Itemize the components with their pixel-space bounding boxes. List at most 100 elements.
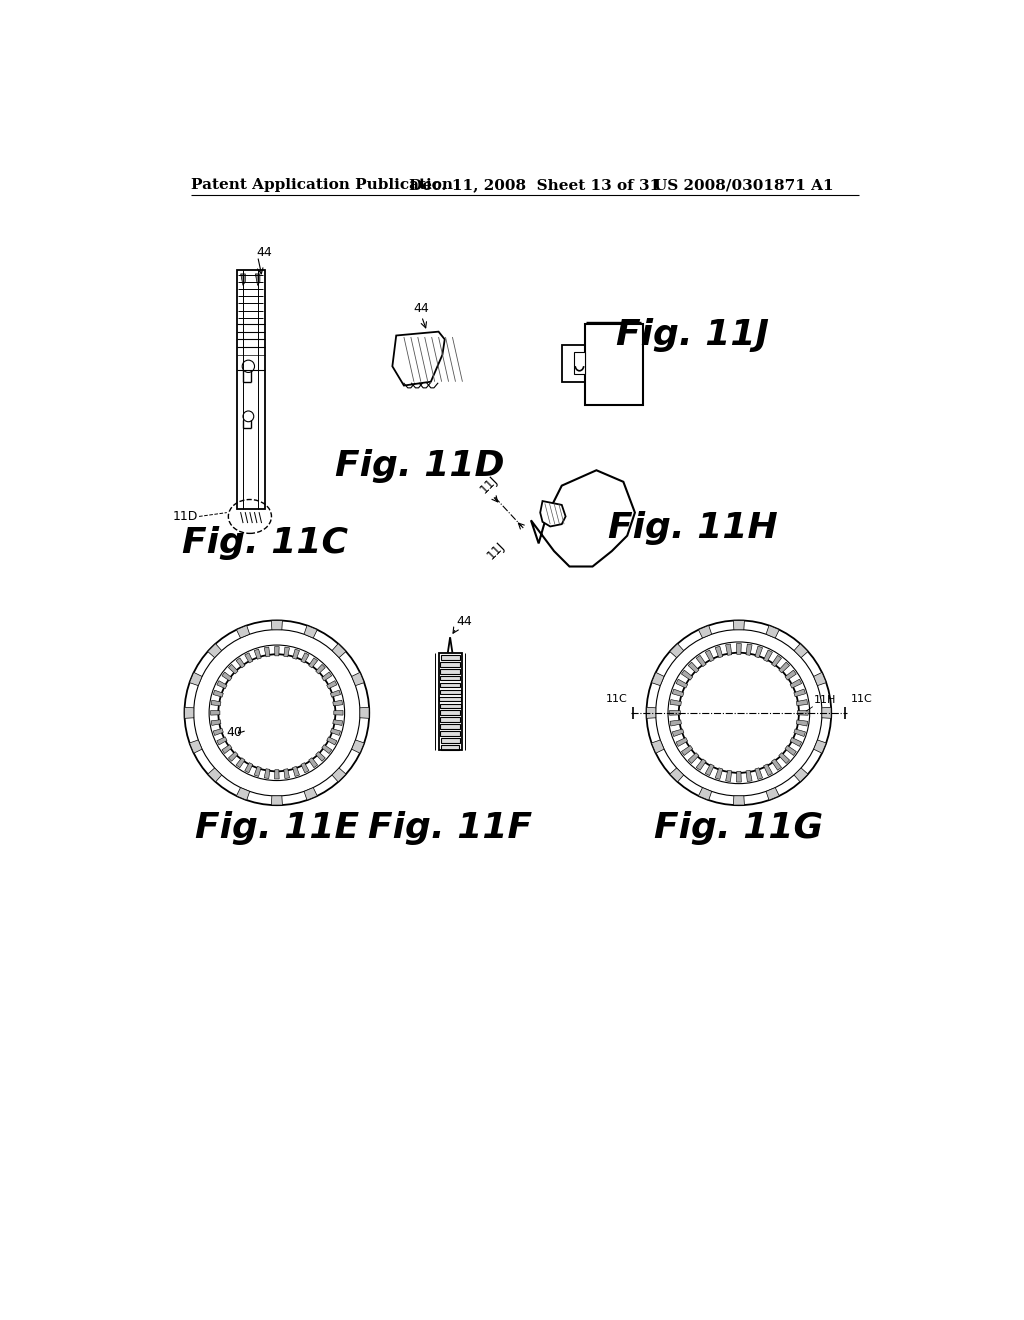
Polygon shape: [308, 758, 317, 768]
Polygon shape: [746, 644, 752, 655]
Bar: [574, 352, 585, 374]
Text: 44: 44: [457, 615, 472, 628]
Polygon shape: [237, 758, 245, 768]
Polygon shape: [797, 719, 808, 726]
Polygon shape: [351, 672, 365, 685]
Polygon shape: [351, 741, 365, 754]
Text: Fig. 11E: Fig. 11E: [195, 812, 359, 845]
Polygon shape: [255, 275, 260, 285]
Polygon shape: [333, 719, 343, 726]
Polygon shape: [706, 764, 714, 776]
Polygon shape: [213, 690, 223, 697]
Polygon shape: [766, 788, 779, 800]
Polygon shape: [211, 700, 221, 706]
Polygon shape: [332, 768, 346, 781]
Polygon shape: [651, 672, 665, 685]
Bar: [439, 697, 461, 701]
Polygon shape: [733, 620, 744, 630]
Polygon shape: [698, 626, 712, 638]
Polygon shape: [726, 644, 732, 655]
Polygon shape: [304, 626, 317, 638]
Polygon shape: [771, 759, 781, 771]
Polygon shape: [779, 752, 790, 763]
Bar: [439, 682, 461, 688]
Polygon shape: [698, 788, 712, 800]
Bar: [440, 731, 460, 737]
Polygon shape: [304, 788, 317, 800]
Polygon shape: [189, 741, 202, 754]
Bar: [562, 345, 585, 381]
Polygon shape: [208, 768, 221, 781]
Text: 11C: 11C: [605, 693, 628, 704]
Text: Patent Application Publication: Patent Application Publication: [190, 178, 453, 193]
Polygon shape: [715, 647, 723, 657]
Polygon shape: [733, 796, 744, 805]
Polygon shape: [726, 771, 732, 781]
Polygon shape: [696, 655, 707, 667]
Polygon shape: [334, 710, 343, 715]
Polygon shape: [676, 680, 688, 688]
Polygon shape: [264, 768, 270, 779]
Bar: [440, 669, 460, 673]
Polygon shape: [706, 649, 714, 661]
Polygon shape: [237, 626, 250, 638]
Polygon shape: [798, 710, 808, 715]
Polygon shape: [308, 657, 317, 668]
Polygon shape: [794, 768, 808, 781]
Polygon shape: [541, 502, 565, 527]
Polygon shape: [755, 768, 763, 779]
Polygon shape: [274, 770, 280, 779]
Polygon shape: [696, 759, 707, 771]
Polygon shape: [222, 744, 232, 754]
Polygon shape: [301, 763, 309, 772]
Text: 11J: 11J: [484, 540, 508, 562]
Polygon shape: [794, 644, 808, 657]
Polygon shape: [681, 746, 693, 755]
Text: 44: 44: [414, 302, 429, 314]
Polygon shape: [791, 738, 802, 746]
Bar: [440, 676, 460, 681]
Bar: [441, 744, 460, 750]
Polygon shape: [736, 771, 741, 781]
Polygon shape: [189, 672, 202, 685]
Polygon shape: [392, 331, 444, 385]
Polygon shape: [766, 626, 779, 638]
Text: Fig. 11H: Fig. 11H: [608, 511, 777, 545]
Polygon shape: [670, 710, 680, 715]
Polygon shape: [228, 751, 238, 762]
Polygon shape: [208, 644, 221, 657]
Polygon shape: [245, 653, 253, 663]
Polygon shape: [322, 672, 332, 681]
Polygon shape: [755, 647, 763, 657]
Polygon shape: [332, 644, 346, 657]
Polygon shape: [237, 657, 245, 668]
Polygon shape: [785, 746, 797, 755]
Polygon shape: [327, 737, 337, 744]
Polygon shape: [327, 681, 337, 689]
Text: Fig. 11J: Fig. 11J: [616, 318, 769, 352]
Polygon shape: [670, 644, 684, 657]
Bar: [438, 653, 462, 750]
Polygon shape: [315, 751, 326, 762]
Polygon shape: [359, 708, 369, 718]
Polygon shape: [241, 275, 246, 285]
Bar: [237, 271, 264, 508]
Polygon shape: [688, 752, 699, 763]
Polygon shape: [797, 700, 808, 706]
Polygon shape: [331, 729, 341, 735]
Polygon shape: [211, 710, 220, 715]
Polygon shape: [670, 700, 681, 706]
Polygon shape: [331, 690, 341, 697]
Bar: [585, 323, 643, 405]
Polygon shape: [794, 689, 806, 697]
Polygon shape: [293, 767, 299, 776]
Polygon shape: [322, 744, 332, 754]
Polygon shape: [184, 708, 194, 718]
Text: US 2008/0301871 A1: US 2008/0301871 A1: [654, 178, 834, 193]
Polygon shape: [779, 663, 790, 673]
Polygon shape: [301, 653, 309, 663]
Polygon shape: [228, 664, 238, 675]
Polygon shape: [681, 671, 693, 680]
Polygon shape: [293, 649, 299, 659]
Polygon shape: [676, 738, 688, 746]
